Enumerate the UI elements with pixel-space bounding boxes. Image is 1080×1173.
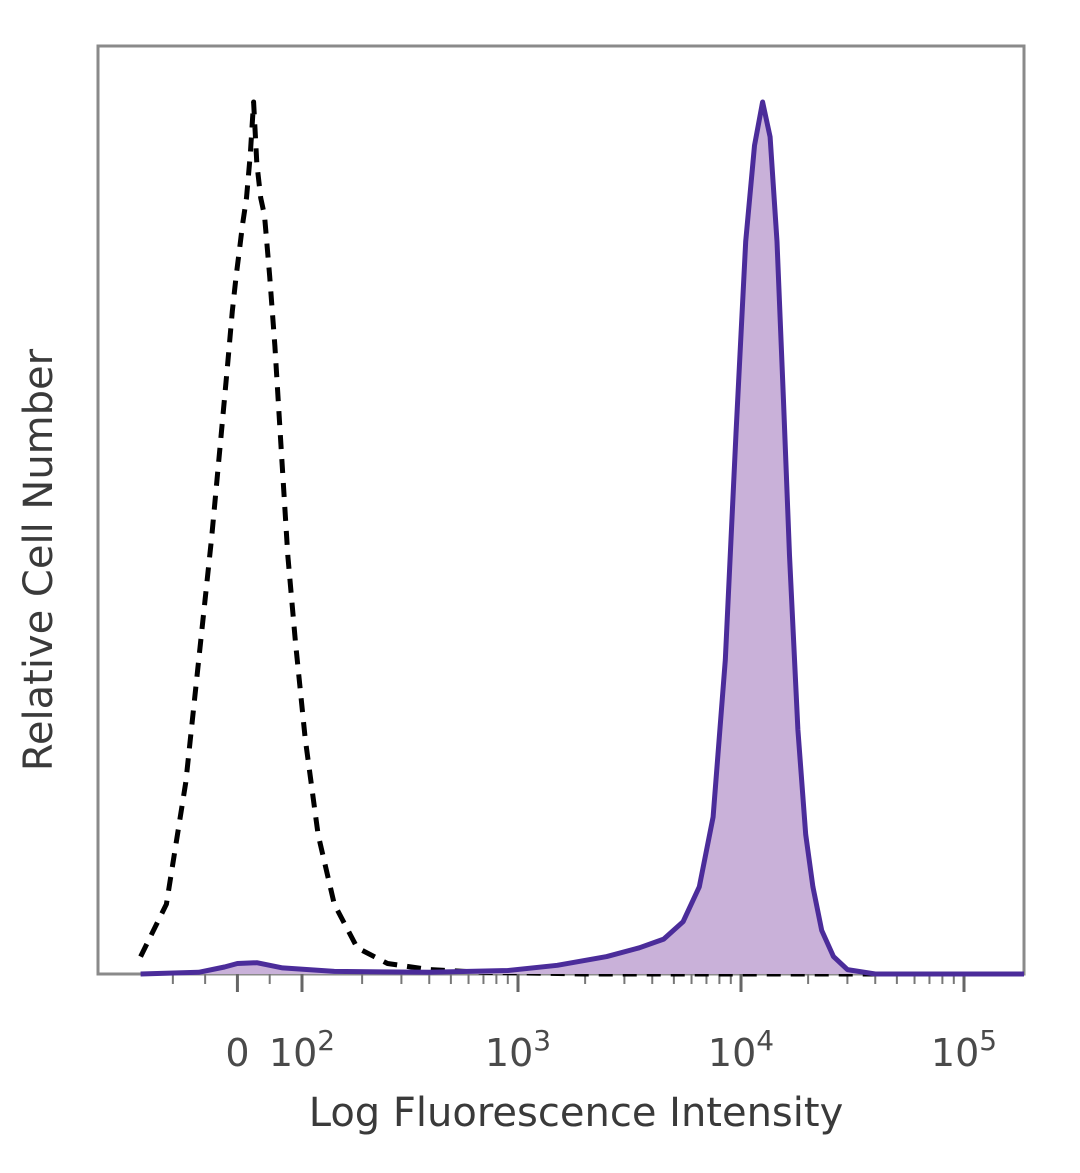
x-tick-label: 0 <box>225 1031 249 1075</box>
x-tick-label: 104 <box>708 1024 774 1075</box>
stained-histogram-line <box>140 99 1024 977</box>
x-tick-label: 102 <box>269 1024 335 1075</box>
control-histogram-line <box>138 99 1024 977</box>
x-tick-label: 105 <box>931 1024 997 1075</box>
x-axis-label: Log Fluorescence Intensity <box>309 1090 844 1136</box>
x-tick-label: 103 <box>485 1024 551 1075</box>
plot-frame <box>96 44 1026 976</box>
y-axis-label: Relative Cell Number <box>16 348 62 771</box>
stained-histogram-fill <box>140 102 1025 974</box>
